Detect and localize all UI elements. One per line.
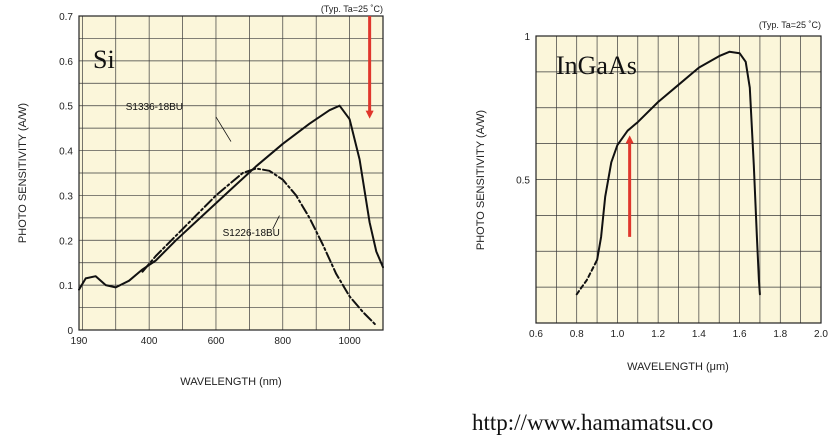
x-tick-label: 1.8 [773,329,787,340]
series-line [575,258,599,296]
ingaas-chart: 0.6 0.8 1.0 1.2 1.4 1.6 1.8 2.0 0.5 1 WAVELENGTH (… [475,20,828,373]
leader-line [215,116,232,142]
x-tick-label: 600 [208,336,225,347]
y-tick-label: 0.2 [59,236,73,247]
x-tick-label: 1.4 [692,329,706,340]
grid [79,16,383,330]
source-url: http://www.hamamatsu.co [472,410,713,435]
grid [536,36,821,323]
x-tick-label: 2.0 [814,329,828,340]
y-tick-label: 0.5 [516,176,530,187]
leader-line [272,215,280,230]
x-axis-title: WAVELENGTH (nm) [180,376,281,388]
x-tick-label: 0.8 [570,329,584,340]
y-tick-label: 0.3 [59,191,73,202]
x-tick-label: 400 [141,336,158,347]
x-tick-label: 800 [274,336,291,347]
temperature-note: (Typ. Ta=25 ˚C) [321,4,383,14]
series-label: S1226-18BU [223,228,280,239]
series-line [596,50,761,296]
y-axis-title: PHOTO SENSITIVITY (A/W) [17,103,29,243]
y-tick-label: 0.6 [59,57,73,68]
series-label: S1336-18BU [126,102,183,113]
x-tick-label: 1.0 [610,329,624,340]
series-line-s1336-18bu [78,104,384,291]
series-line-s1226-18bu [141,167,378,327]
x-tick-label: 1.2 [651,329,665,340]
y-tick-label: 0.5 [59,102,73,113]
y-tick-label: 1 [524,32,530,43]
material-label: InGaAs [556,51,637,80]
y-tick-label: 0.7 [59,12,73,23]
y-tick-label: 0.1 [59,281,73,292]
y-tick-label: 0 [67,326,73,337]
plot-frame [535,35,822,324]
x-tick-label: 1.6 [733,329,747,340]
x-axis-title: WAVELENGTH (μm) [627,361,729,373]
x-tick-label: 190 [71,336,88,347]
x-tick-label: 1000 [338,336,361,347]
plot-frame [78,15,384,331]
si-chart: 190 400 600 800 1000 0 0.1 0.2 0.3 0.4 0.5 0.6 0.7 WA… [17,4,384,388]
x-tick-label: 0.6 [529,329,543,340]
material-label: Si [93,45,115,74]
temperature-note: (Typ. Ta=25 ˚C) [759,20,821,30]
y-tick-label: 0.4 [59,147,73,158]
y-axis-title: PHOTO SENSITIVITY (A/W) [475,110,487,250]
